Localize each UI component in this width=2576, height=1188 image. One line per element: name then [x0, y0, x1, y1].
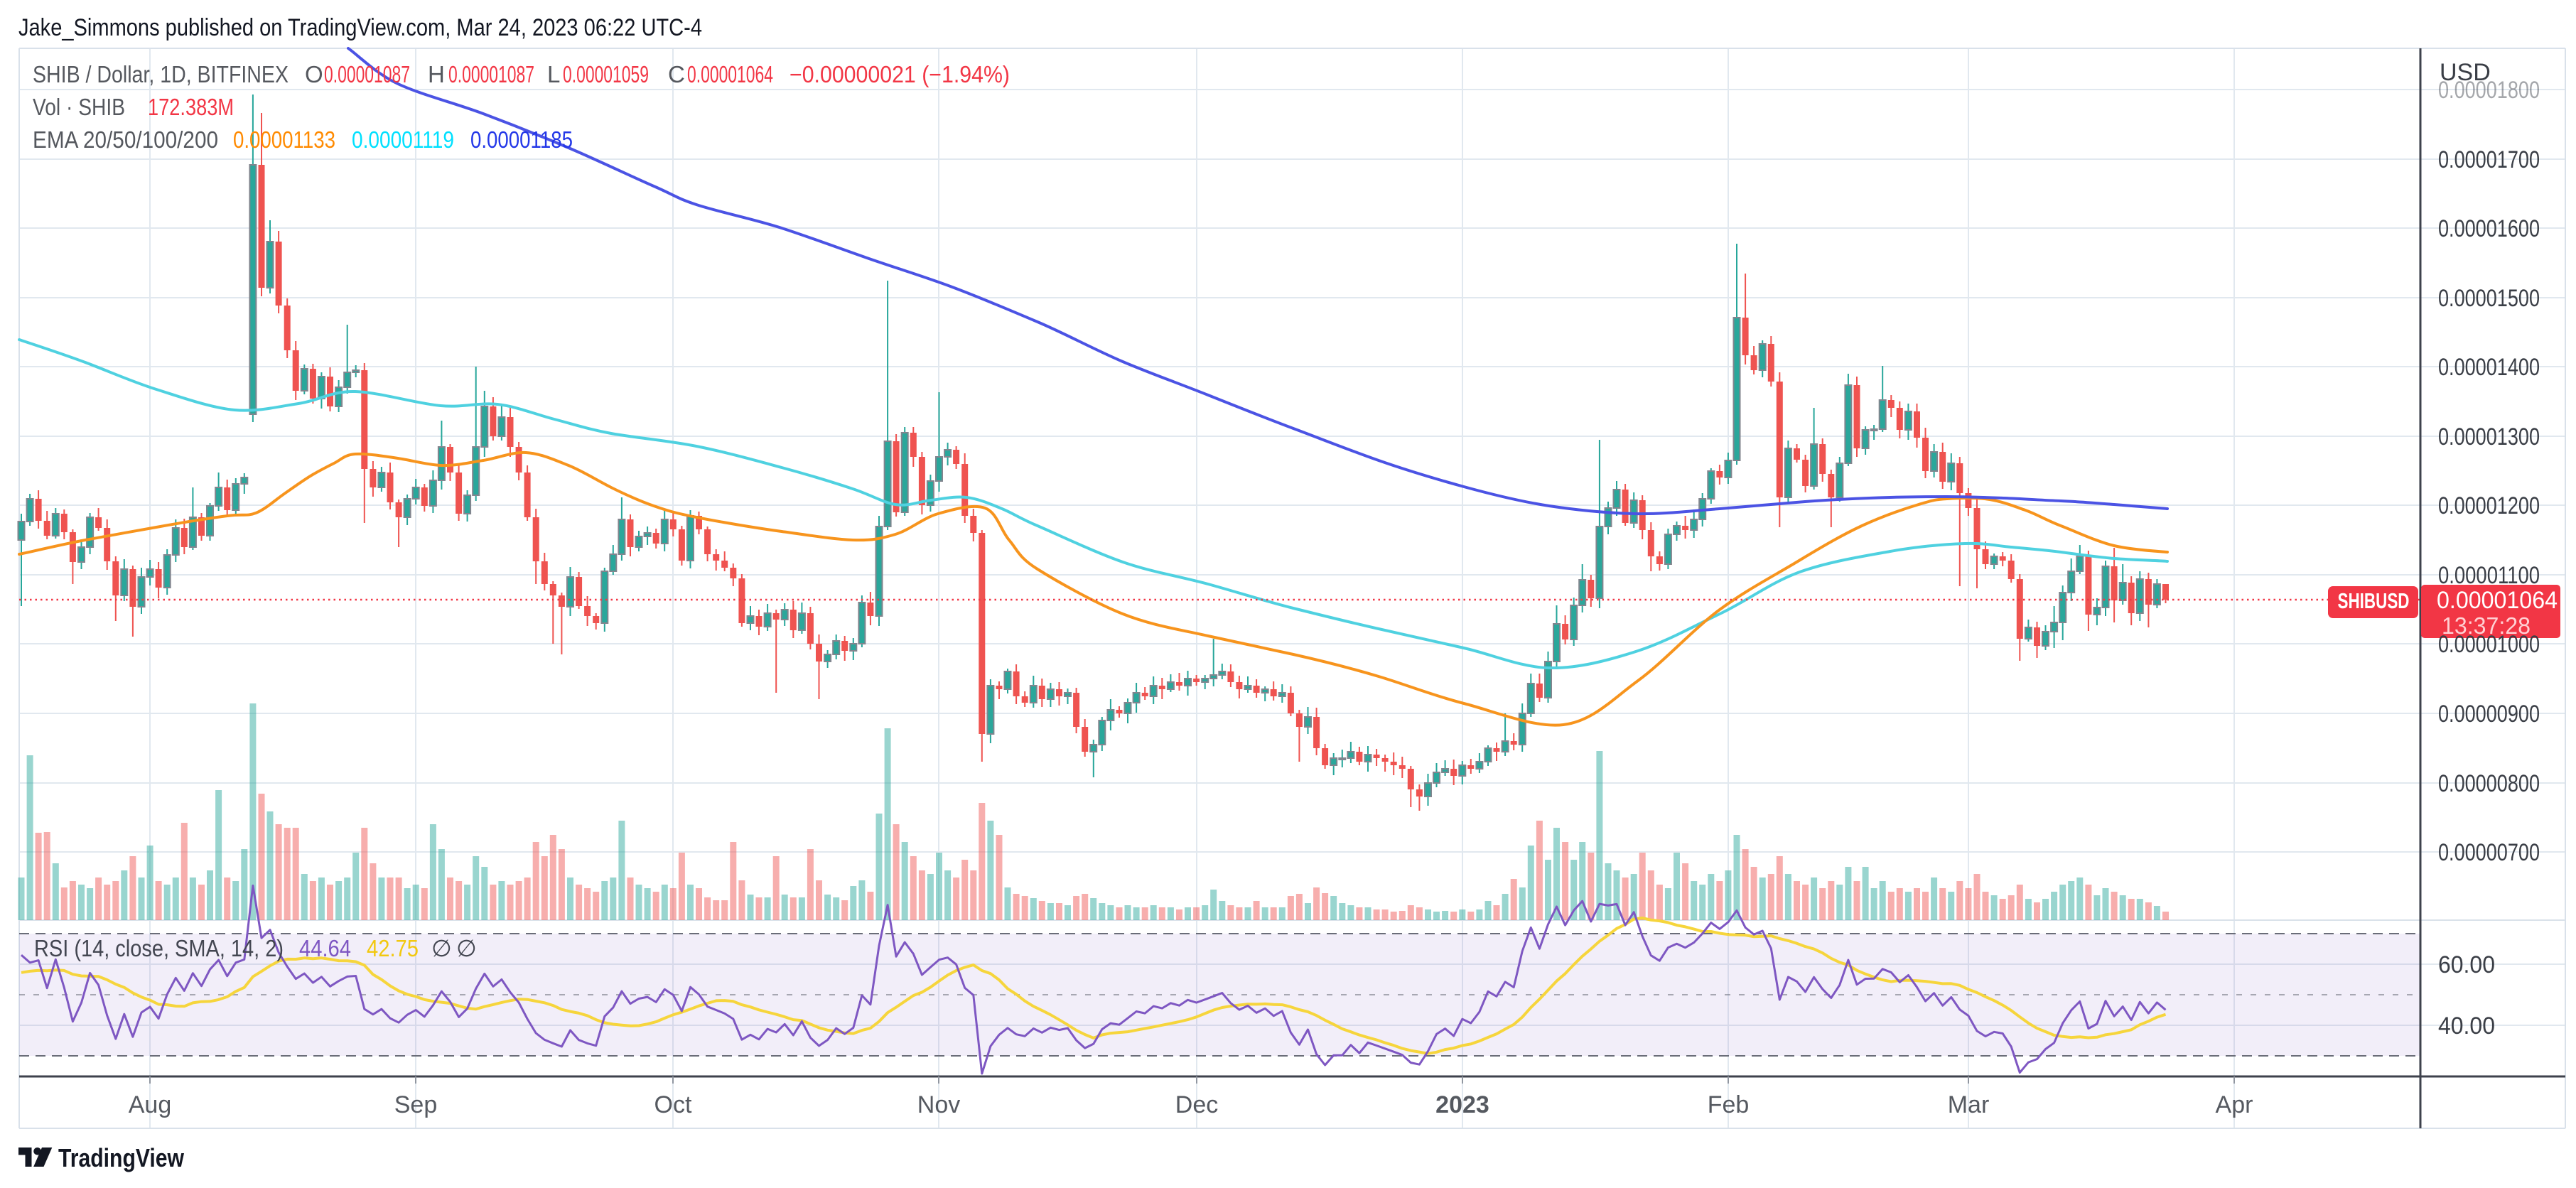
svg-text:0.00001064: 0.00001064 [687, 61, 773, 87]
svg-text:0.00001064: 0.00001064 [2437, 587, 2558, 614]
svg-text:O: O [305, 61, 323, 87]
svg-text:Sep: Sep [394, 1091, 438, 1118]
svg-text:2023: 2023 [1435, 1091, 1489, 1118]
svg-text:13:37:28: 13:37:28 [2442, 612, 2531, 639]
svg-text:Oct: Oct [654, 1091, 692, 1118]
svg-text:C: C [668, 61, 685, 87]
svg-text:172.383M: 172.383M [148, 94, 234, 120]
svg-text:0.00001500: 0.00001500 [2438, 285, 2540, 312]
svg-text:Feb: Feb [1708, 1091, 1750, 1118]
svg-text:SHIB / Dollar, 1D, BITFINEX: SHIB / Dollar, 1D, BITFINEX [33, 61, 289, 87]
svg-text:Dec: Dec [1175, 1091, 1218, 1118]
svg-text:44.64: 44.64 [299, 935, 351, 961]
svg-text:EMA 20/50/100/200: EMA 20/50/100/200 [33, 126, 218, 153]
svg-text:SHIBUSD: SHIBUSD [2338, 588, 2410, 613]
svg-text:40.00: 40.00 [2438, 1012, 2495, 1040]
svg-text:0.00001059: 0.00001059 [563, 61, 649, 87]
svg-text:0.00001185: 0.00001185 [470, 126, 573, 153]
svg-text:Aug: Aug [129, 1091, 172, 1118]
svg-text:0.00000800: 0.00000800 [2438, 770, 2540, 797]
svg-text:0.00000700: 0.00000700 [2438, 839, 2540, 866]
svg-text:42.75: 42.75 [367, 935, 419, 961]
svg-text:0.00001800: 0.00001800 [2438, 77, 2540, 104]
svg-text:0.00000900: 0.00000900 [2438, 701, 2540, 728]
svg-text:0.00001000: 0.00001000 [2438, 631, 2540, 658]
svg-text:Vol · SHIB: Vol · SHIB [33, 94, 125, 120]
svg-text:Mar: Mar [1948, 1091, 1990, 1118]
svg-text:Nov: Nov [917, 1091, 960, 1118]
svg-text:TradingView: TradingView [58, 1143, 185, 1172]
svg-text:0.00001700: 0.00001700 [2438, 146, 2540, 173]
svg-text:0.00001087: 0.00001087 [324, 61, 410, 87]
svg-text:∅: ∅ [431, 935, 452, 961]
svg-text:0.00001400: 0.00001400 [2438, 354, 2540, 381]
svg-text:USD: USD [2440, 59, 2491, 86]
svg-text:0.00001300: 0.00001300 [2438, 423, 2540, 450]
svg-text:Apr: Apr [2216, 1091, 2253, 1118]
svg-text:60.00: 60.00 [2438, 951, 2495, 978]
svg-text:0.00001133: 0.00001133 [233, 126, 335, 153]
svg-text:0.00001119: 0.00001119 [352, 126, 454, 153]
svg-text:0.00001087: 0.00001087 [448, 61, 534, 87]
svg-text:RSI (14, close, SMA, 14, 2): RSI (14, close, SMA, 14, 2) [34, 935, 284, 961]
svg-text:0.00001200: 0.00001200 [2438, 492, 2540, 519]
svg-text:∅: ∅ [456, 935, 477, 961]
svg-text:H: H [428, 61, 445, 87]
svg-text:−0.00000021 (−1.94%): −0.00000021 (−1.94%) [789, 61, 1010, 87]
svg-text:L: L [547, 61, 560, 87]
svg-text:0.00001100: 0.00001100 [2438, 562, 2540, 589]
svg-text:Jake_Simmons published on Trad: Jake_Simmons published on TradingView.co… [18, 14, 702, 41]
svg-text:0.00001600: 0.00001600 [2438, 215, 2540, 242]
